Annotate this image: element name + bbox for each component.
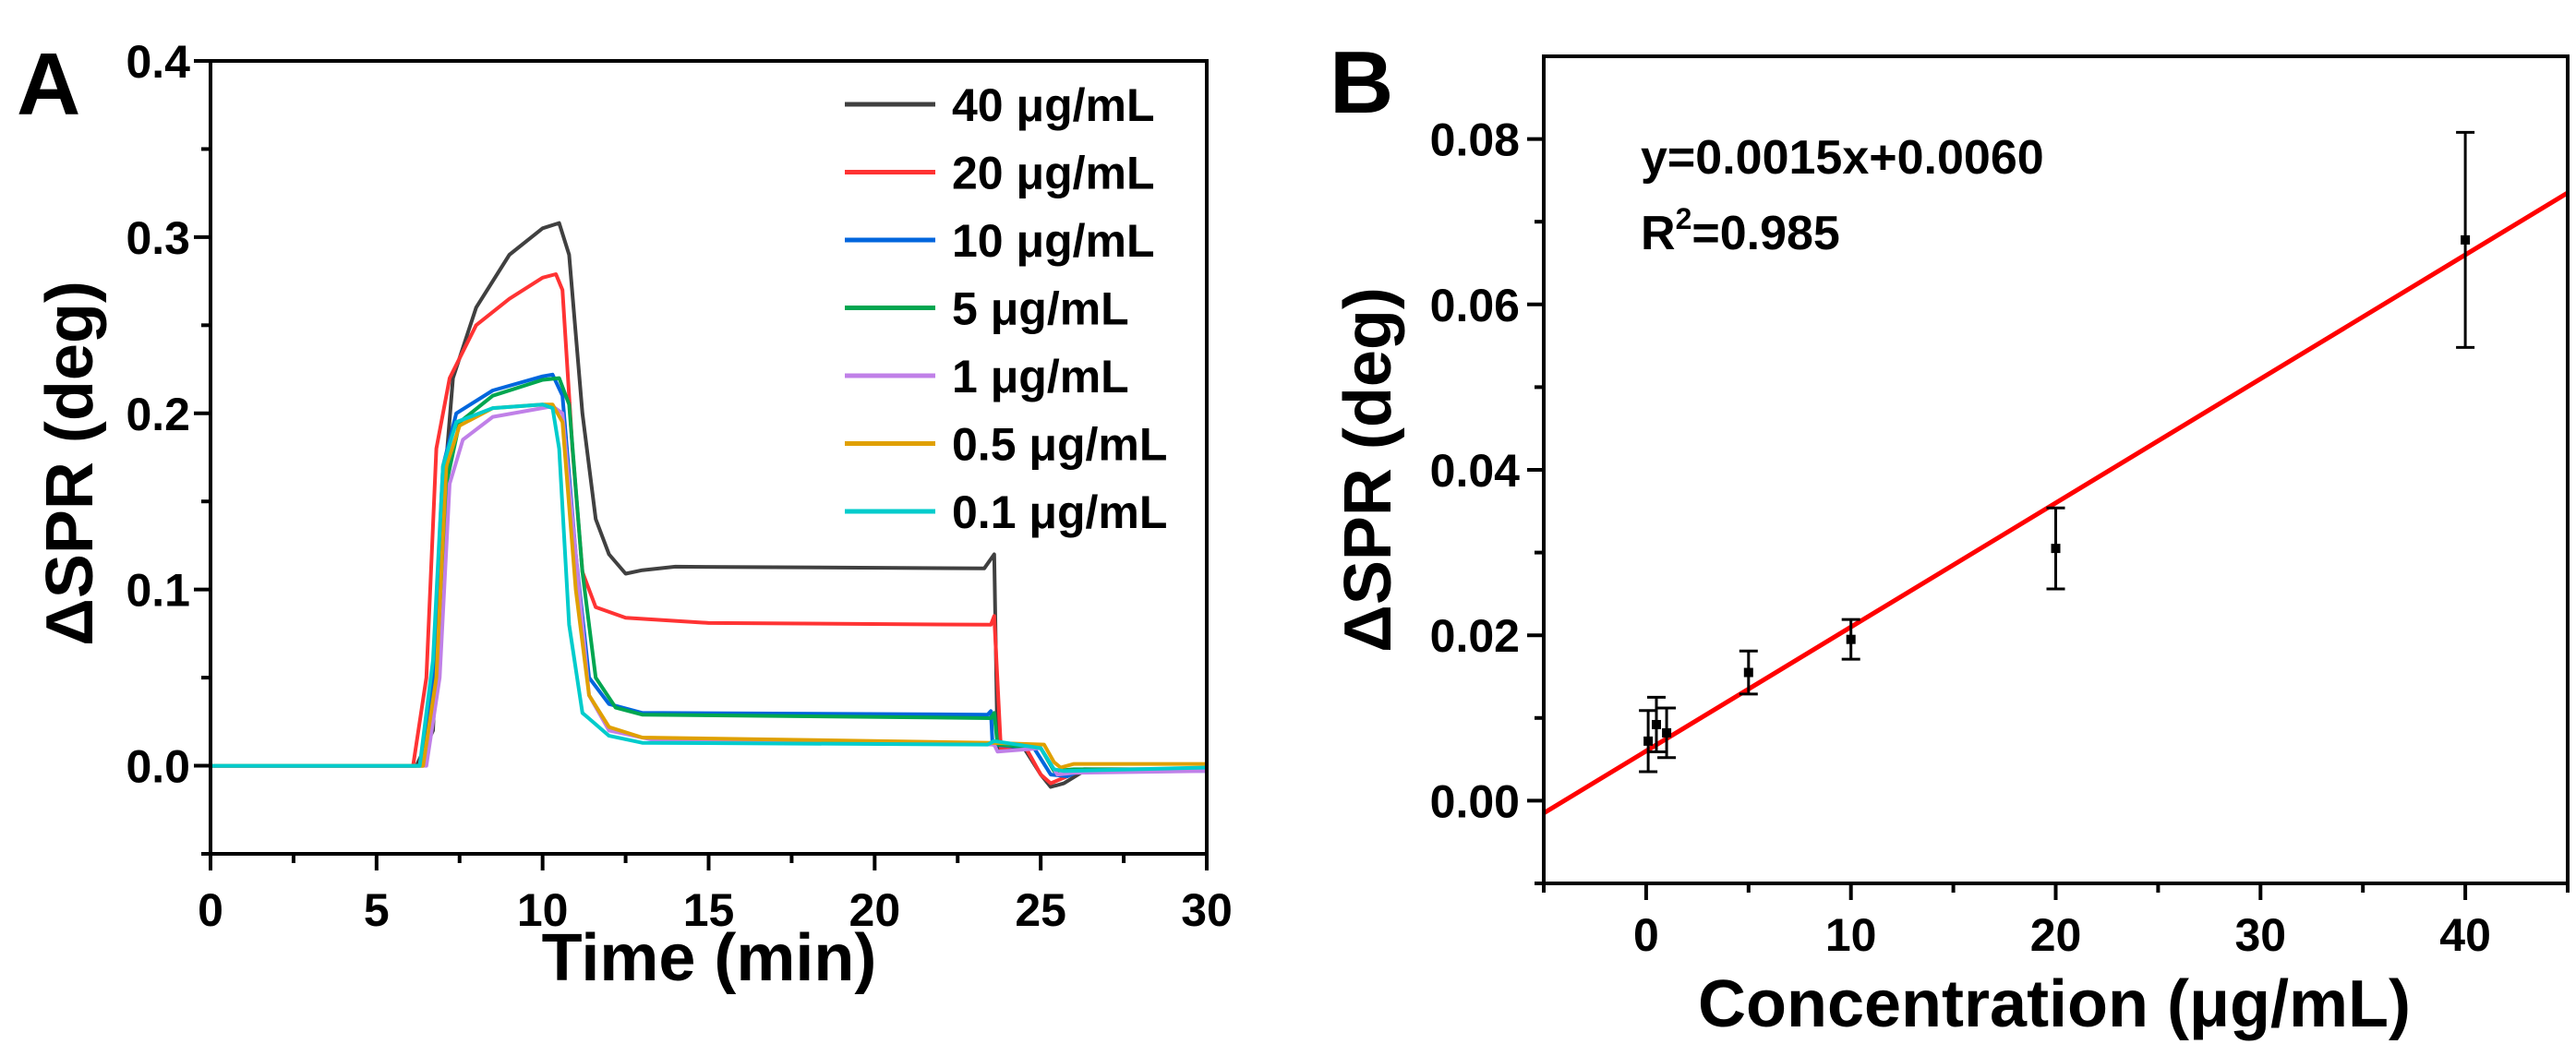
data-point-6: [2461, 234, 2471, 245]
y-tick-label: 0.02: [1430, 610, 1520, 662]
x-tick-label: 10: [517, 884, 569, 936]
x-tick-label: 30: [1181, 884, 1233, 936]
legend-label-2: 10 μg/mL: [952, 215, 1155, 267]
y-tick-label: 0.3: [126, 212, 190, 264]
x-tick-label: 30: [2234, 909, 2286, 961]
r-squared-value: =0.985: [1691, 207, 1840, 260]
x-tick-label: 15: [683, 884, 735, 936]
y-tick-label: 0.2: [126, 389, 190, 440]
legend-label-4: 1 μg/mL: [952, 351, 1129, 402]
fit-equation: y=0.0015x+0.0060: [1641, 131, 2044, 185]
panel-a-legend: 40 μg/mL 20 μg/mL 10 μg/mL 5 μg/mL 1 μg/mL 0.…: [845, 79, 1167, 538]
x-tick-label: 25: [1015, 884, 1066, 936]
r-squared-superscript: 2: [1676, 202, 1692, 235]
series-line-1: [211, 272, 1207, 786]
y-tick-label: 0.06: [1430, 280, 1520, 331]
panel-a-y-axis-title: ΔSPR (deg): [33, 281, 107, 646]
y-tick-label: 0.08: [1430, 114, 1520, 166]
panel-b-x-axis-title: Concentration (μg/mL): [1698, 967, 2411, 1041]
panel-a: A 0 5 10 15 20 25 30 0.0 0.1 0.2 0.3 0.4 40 μg/mL 20…: [17, 35, 1233, 995]
series-line-5: [211, 402, 1207, 770]
y-tick-label: 0.4: [126, 36, 190, 88]
fit-line: [1542, 190, 2570, 815]
data-point-0: [1643, 736, 1654, 746]
data-point-3: [1743, 667, 1753, 678]
x-tick-label: 0: [198, 884, 223, 936]
panel-b-marks: [1542, 130, 2570, 815]
panel-a-label: A: [17, 35, 80, 134]
x-tick-label: 5: [364, 884, 390, 936]
x-tick-label: 10: [1825, 909, 1877, 961]
panel-b: B 0 10 20 30 40 0.00 0.02 0.04 0.06 0.08 y=0.0015…: [1330, 33, 2570, 1041]
panel-b-label: B: [1330, 33, 1393, 132]
panel-b-axes: 0 10 20 30 40 0.00 0.02 0.04 0.06 0.08: [1430, 114, 2570, 961]
data-point-1: [1651, 719, 1661, 729]
panel-a-x-axis-title: Time (min): [542, 921, 877, 995]
y-tick-label: 0.0: [126, 741, 190, 793]
data-point-4: [1846, 634, 1856, 644]
panel-a-curves: [211, 221, 1208, 789]
y-tick-label: 0.1: [126, 565, 190, 617]
r-squared-prefix: R: [1641, 207, 1676, 260]
legend-label-0: 40 μg/mL: [952, 79, 1155, 131]
x-tick-label: 20: [2030, 909, 2082, 961]
panel-a-axes: 0 5 10 15 20 25 30 0.0 0.1 0.2 0.3 0.4: [126, 36, 1232, 936]
data-point-2: [1662, 727, 1672, 738]
series-line-6: [211, 402, 1208, 774]
x-tick-label: 20: [849, 884, 901, 936]
legend-label-3: 5 μg/mL: [952, 283, 1129, 335]
legend-label-1: 20 μg/mL: [952, 148, 1155, 199]
y-tick-label: 0.00: [1430, 775, 1520, 827]
y-tick-label: 0.04: [1430, 445, 1521, 497]
legend-label-6: 0.1 μg/mL: [952, 486, 1167, 538]
data-point-5: [2051, 544, 2061, 554]
panel-b-y-axis-title: ΔSPR (deg): [1331, 287, 1405, 653]
x-tick-label: 0: [1633, 909, 1659, 961]
legend-label-5: 0.5 μg/mL: [952, 419, 1167, 471]
x-tick-label: 40: [2439, 909, 2491, 961]
r-squared: R2=0.985: [1641, 202, 1840, 260]
